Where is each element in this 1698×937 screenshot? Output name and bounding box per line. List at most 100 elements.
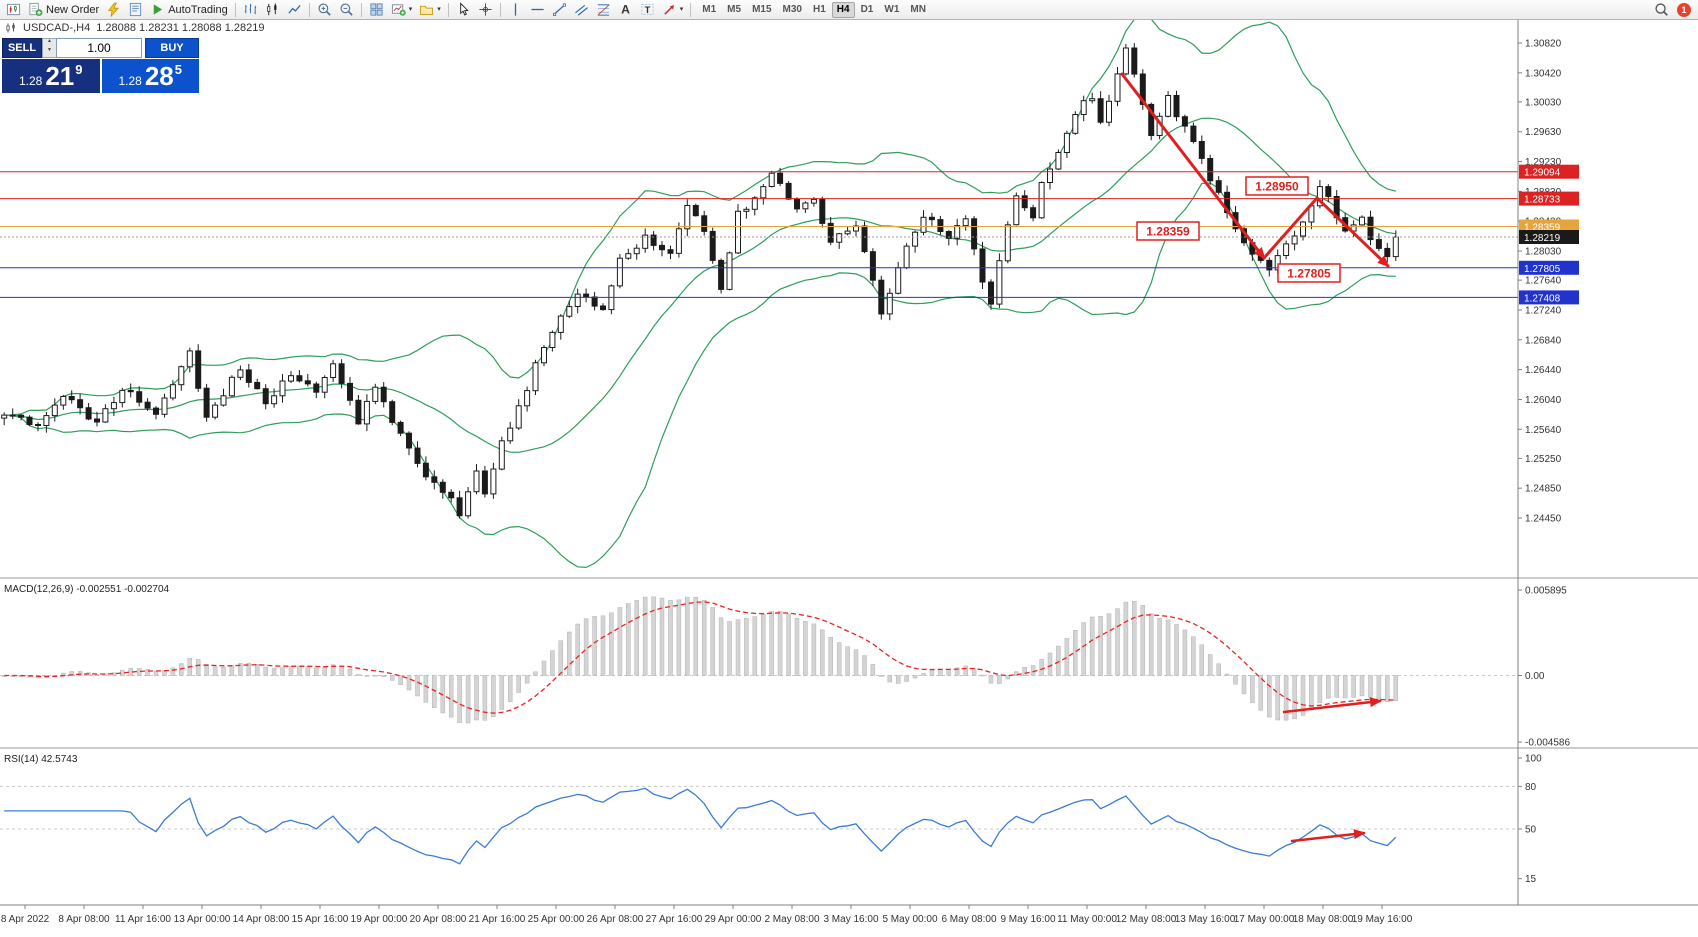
timeframe-h4-button[interactable]: H4 — [831, 1, 855, 18]
svg-text:1.27640: 1.27640 — [1525, 276, 1562, 287]
text-tool-button[interactable]: A — [615, 1, 636, 18]
svg-text:1.28359: 1.28359 — [1146, 225, 1190, 239]
svg-text:1.27408: 1.27408 — [1524, 293, 1561, 304]
buy-price-pips: 28 — [144, 61, 174, 91]
one-click-trading-panel: SELL ▲ ▼ BUY 1.28 21 9 1.28 28 5 — [2, 38, 199, 93]
price-scale[interactable]: 1.308201.304201.300301.296301.292301.288… — [1517, 18, 1579, 905]
time-scale[interactable]: 8 Apr 2022 8 Apr 08:00 11 Apr 16:00 13 Apr … — [0, 904, 1698, 925]
cursor-button[interactable] — [453, 1, 474, 18]
chart-annotations[interactable]: 1.28950 1.28359 1.27805 — [1136, 176, 1341, 283]
rsi-panel — [0, 785, 1518, 865]
svg-text:8 Apr 08:00: 8 Apr 08:00 — [58, 914, 110, 925]
toolbar-separator — [447, 2, 449, 17]
svg-text:1.25640: 1.25640 — [1525, 425, 1562, 436]
timeframes-bar: M1 M5 M15 M30 H1 H4 D1 W1 MN — [697, 1, 931, 18]
svg-text:1.27240: 1.27240 — [1525, 305, 1562, 316]
trendline-button[interactable] — [549, 1, 570, 18]
volume-stepper[interactable]: ▲ ▼ — [42, 38, 56, 58]
line-chart-button[interactable] — [284, 1, 305, 18]
arrows-tool-button[interactable]: ▾ — [659, 1, 687, 18]
svg-text:12 May 08:00: 12 May 08:00 — [1116, 914, 1177, 925]
svg-text:2 May 08:00: 2 May 08:00 — [764, 914, 819, 925]
expert-advisors-button[interactable] — [125, 1, 146, 18]
zoom-out-button[interactable] — [336, 1, 357, 18]
svg-text:5 May 00:00: 5 May 00:00 — [882, 914, 937, 925]
text-label-icon: T — [641, 3, 654, 15]
new-order-icon — [29, 2, 43, 16]
timeframe-h1-button[interactable]: H1 — [808, 2, 831, 18]
timeframe-m15-button[interactable]: M15 — [747, 2, 776, 18]
volume-input[interactable] — [56, 38, 142, 58]
panel-separators[interactable] — [0, 577, 1698, 749]
line-chart-icon — [288, 4, 301, 14]
svg-text:11 May 00:00: 11 May 00:00 — [1057, 914, 1117, 925]
new-order-label: New Order — [46, 3, 100, 16]
timeframe-w1-button[interactable]: W1 — [879, 2, 904, 18]
price-annotation[interactable]: 1.28950 — [1245, 176, 1309, 196]
buy-price-display[interactable]: 1.28 28 5 — [101, 59, 199, 93]
svg-text:A: A — [621, 3, 630, 17]
autotrading-button[interactable]: AutoTrading — [147, 1, 231, 18]
tile-windows-button[interactable] — [366, 1, 387, 18]
horizontal-level-lines[interactable] — [0, 171, 1518, 298]
svg-text:1.29230: 1.29230 — [1525, 157, 1562, 168]
horizontal-line-button[interactable] — [527, 1, 548, 18]
svg-text:1.30030: 1.30030 — [1525, 97, 1562, 108]
fibonacci-button[interactable] — [593, 1, 614, 18]
timeframe-d1-button[interactable]: D1 — [856, 2, 879, 18]
toolbar-separator — [360, 2, 362, 17]
notification-badge[interactable]: 1 — [1677, 2, 1691, 17]
svg-text:1.27805: 1.27805 — [1287, 267, 1331, 281]
svg-text:3 May 16:00: 3 May 16:00 — [823, 914, 878, 925]
sell-button[interactable]: SELL — [2, 38, 42, 58]
trend-arrows[interactable] — [1120, 72, 1390, 843]
svg-text:1.28359: 1.28359 — [1524, 223, 1561, 234]
price-annotation[interactable]: 1.28359 — [1136, 221, 1200, 241]
timeframe-m1-button[interactable]: M1 — [697, 2, 721, 18]
timeframe-m5-button[interactable]: M5 — [722, 2, 746, 18]
top-toolbar: New Order AutoTrading — [0, 0, 1698, 20]
svg-text:1.28030: 1.28030 — [1525, 247, 1562, 258]
timeframe-m30-button[interactable]: M30 — [778, 2, 807, 18]
new-chart-dropdown-button[interactable]: ▾ — [388, 1, 416, 18]
svg-text:1.24450: 1.24450 — [1525, 514, 1562, 525]
buy-button[interactable]: BUY — [145, 38, 199, 58]
volume-increase-arrow[interactable]: ▲ — [47, 38, 52, 44]
vertical-line-button[interactable] — [505, 1, 526, 18]
macd-indicator-label: MACD(12,26,9) -0.002551 -0.002704 — [4, 584, 170, 595]
chevron-down-icon: ▾ — [437, 5, 441, 13]
price-annotation[interactable]: 1.27805 — [1277, 263, 1341, 283]
svg-text:29 Apr 00:00: 29 Apr 00:00 — [705, 914, 762, 925]
metaeditor-button[interactable] — [103, 1, 124, 18]
timeframe-mn-button[interactable]: MN — [905, 2, 931, 18]
trend-arrow — [1120, 72, 1266, 260]
search-button[interactable] — [1651, 1, 1672, 18]
volume-decrease-arrow[interactable]: ▼ — [47, 47, 52, 53]
zoom-in-button[interactable] — [314, 1, 335, 18]
equidistant-channel-button[interactable] — [571, 1, 592, 18]
svg-text:1.27805: 1.27805 — [1524, 264, 1561, 275]
svg-text:19 May 16:00: 19 May 16:00 — [1352, 914, 1413, 925]
new-chart-icon — [391, 4, 406, 16]
bar-chart-button[interactable] — [240, 1, 261, 18]
candlestick-chart-button[interactable] — [262, 1, 283, 18]
trend-arrow — [1315, 196, 1390, 268]
vertical-line-icon — [514, 3, 516, 16]
trade-controls-row: SELL ▲ ▼ BUY — [2, 38, 199, 58]
new-chart-window-button[interactable] — [3, 1, 24, 18]
svg-text:13 May 16:00: 13 May 16:00 — [1175, 914, 1236, 925]
text-label-tool-button[interactable]: T — [637, 1, 658, 18]
autotrading-label: AutoTrading — [168, 3, 228, 16]
toolbar-separator — [690, 2, 692, 17]
svg-text:1.24850: 1.24850 — [1525, 484, 1562, 495]
new-order-button[interactable]: New Order — [25, 1, 102, 18]
chart-profiles-button[interactable]: ▾ — [416, 1, 444, 18]
macd-panel — [0, 596, 1518, 724]
svg-text:26 Apr 08:00: 26 Apr 08:00 — [587, 914, 644, 925]
svg-text:6 May 08:00: 6 May 08:00 — [941, 914, 996, 925]
crosshair-button[interactable] — [475, 1, 496, 18]
price-tag-1.27805 — [1519, 260, 1579, 275]
price-tag-1.29094 — [1519, 164, 1579, 179]
sell-price-display[interactable]: 1.28 21 9 — [2, 59, 100, 93]
